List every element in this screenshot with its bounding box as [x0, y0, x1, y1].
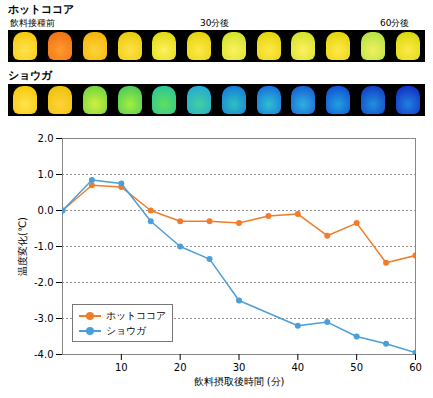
- svg-text:温度変化(℃): 温度変化(℃): [17, 217, 28, 276]
- svg-text:飲料摂取後時間 (分): 飲料摂取後時間 (分): [194, 376, 285, 387]
- svg-text:0.0: 0.0: [38, 205, 54, 216]
- svg-text:-3.0: -3.0: [34, 313, 54, 324]
- svg-text:60: 60: [409, 362, 422, 373]
- svg-text:50: 50: [350, 362, 363, 373]
- svg-text:30: 30: [233, 362, 246, 373]
- svg-text:-1.0: -1.0: [34, 241, 54, 252]
- html-text:ショウガ: ショウガ: [106, 325, 146, 336]
- svg-text:20: 20: [174, 362, 187, 373]
- svg-text:-2.0: -2.0: [34, 277, 54, 288]
- html-text:ショウガ: ショウガ: [8, 69, 52, 82]
- svg-text:10: 10: [115, 362, 128, 373]
- html-text:ホットココア: ホットココア: [106, 310, 166, 321]
- svg-text:-4.0: -4.0: [34, 349, 54, 360]
- html-text:30分後: 30分後: [200, 18, 230, 28]
- svg-text:2.0: 2.0: [38, 133, 54, 144]
- html-text:飲料接種前: 飲料接種前: [10, 18, 55, 28]
- html-text:60分後: 60分後: [380, 18, 410, 28]
- svg-text:40: 40: [291, 362, 304, 373]
- svg-text:1.0: 1.0: [38, 169, 54, 180]
- html-text:ホットココア: ホットココア: [8, 3, 74, 16]
